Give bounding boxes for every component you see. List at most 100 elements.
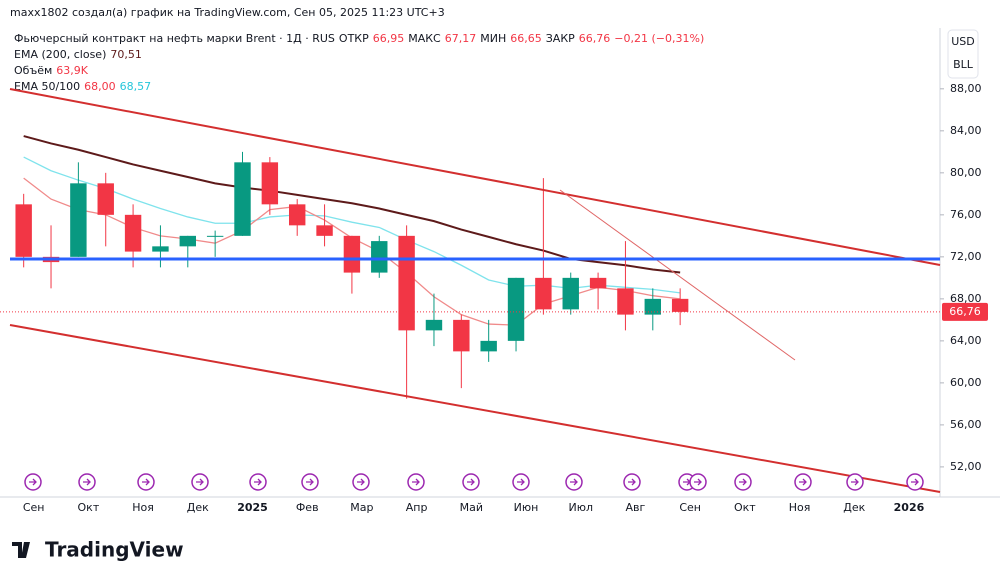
last-price-label: 66,76 <box>949 305 981 318</box>
x-tick-label: Апр <box>406 501 428 514</box>
event-arrow <box>412 478 420 486</box>
legend-item: 63,9K <box>56 64 88 77</box>
legend-item: −0,21 (−0,31%) <box>614 32 704 45</box>
currency[interactable]: USD <box>951 35 975 48</box>
event-arrow <box>357 478 365 486</box>
y-tick-label: 64,00 <box>950 334 982 347</box>
legend-item: EMA 50/100 <box>14 80 80 93</box>
legend-item: МИН <box>480 32 506 45</box>
y-tick-label: 84,00 <box>950 124 982 137</box>
legend-item: EMA (200, close) <box>14 48 106 61</box>
legend-item: ЗАКР <box>546 32 575 45</box>
event-arrow <box>196 478 204 486</box>
legend-item: 66,95 <box>373 32 405 45</box>
candle-body <box>671 298 689 312</box>
event-arrow <box>799 478 807 486</box>
x-tick-label: 2026 <box>894 501 925 514</box>
y-tick-label: 68,00 <box>950 292 982 305</box>
candle-body <box>562 277 579 310</box>
event-arrow <box>628 478 636 486</box>
event-arrow <box>467 478 475 486</box>
legend-row: Фьючерсный контракт на нефть марки Brent… <box>14 32 704 45</box>
x-tick-label: Окт <box>734 501 756 514</box>
x-tick-label: Сен <box>679 501 701 514</box>
legend-item: МАКС <box>408 32 441 45</box>
currency-box[interactable] <box>947 29 979 79</box>
logo-icon <box>12 542 30 558</box>
x-tick-label: Май <box>460 501 483 514</box>
legend-item: 68,00 <box>84 80 116 93</box>
event-arrow <box>570 478 578 486</box>
event-arrow <box>517 478 525 486</box>
event-arrow <box>694 478 702 486</box>
x-tick-label: Дек <box>187 501 209 514</box>
candle-body <box>425 319 443 331</box>
x-tick-label: Июл <box>568 501 593 514</box>
caption: maxx1802 создал(а) график на TradingView… <box>10 6 445 19</box>
candle-body <box>124 214 142 252</box>
x-tick-label: Авг <box>626 501 646 514</box>
candle-body <box>97 183 114 215</box>
x-tick-label: Дек <box>843 501 865 514</box>
x-tick-label: Фев <box>296 501 319 514</box>
event-arrow <box>254 478 262 486</box>
y-tick-label: 88,00 <box>950 82 982 95</box>
y-tick-label: 52,00 <box>950 460 982 473</box>
legend-row: EMA (200, close) 70,51 <box>14 48 142 61</box>
legend-item: ОТКР <box>339 32 369 45</box>
legend-item: 66,76 <box>579 32 611 45</box>
y-tick-label: 76,00 <box>950 208 982 221</box>
candle-body <box>261 162 279 205</box>
x-tick-label: Ноя <box>132 501 154 514</box>
logo: TradingView <box>45 538 184 562</box>
event-arrow <box>83 478 91 486</box>
event-arrow <box>306 478 314 486</box>
legend-item: 67,17 <box>445 32 477 45</box>
candle-body <box>343 235 361 273</box>
last-price-box <box>942 302 988 321</box>
candle-body <box>70 183 87 257</box>
legend-item: 70,51 <box>110 48 142 61</box>
candle-body <box>617 288 634 315</box>
legend-item: 66,65 <box>510 32 542 45</box>
y-tick-label: 56,00 <box>950 418 982 431</box>
candle-body <box>644 298 661 315</box>
x-tick-label: Ноя <box>789 501 811 514</box>
trend-line <box>9 88 941 266</box>
candle-body <box>535 277 552 310</box>
legend-row: EMA 50/100 68,00 68,57 <box>14 80 151 93</box>
y-tick-label: 72,00 <box>950 250 982 263</box>
legend-item: 68,57 <box>120 80 152 93</box>
x-tick-label: Мар <box>350 501 373 514</box>
legend-item: Объём <box>14 64 52 77</box>
x-tick-label: Окт <box>78 501 100 514</box>
candle-body <box>589 277 607 289</box>
candle-body <box>152 246 169 252</box>
legend-row: Объём 63,9K <box>14 64 89 77</box>
event-arrow <box>29 478 37 486</box>
unit[interactable]: BLL <box>953 58 974 71</box>
legend-item: Фьючерсный контракт на нефть марки Brent… <box>14 32 335 45</box>
candle-body <box>234 162 251 236</box>
candle-body <box>206 235 224 237</box>
candle-body <box>371 241 388 273</box>
trend-line <box>9 324 941 493</box>
y-tick-label: 60,00 <box>950 376 982 389</box>
event-arrow <box>851 478 859 486</box>
candle-body <box>398 235 415 331</box>
candle-body <box>507 277 525 341</box>
candle-body <box>480 340 497 352</box>
x-tick-label: Сен <box>23 501 45 514</box>
candle-body <box>289 204 306 226</box>
candle-body <box>316 225 333 236</box>
legend: Фьючерсный контракт на нефть марки Brent… <box>14 32 704 93</box>
x-tick-label: 2025 <box>237 501 268 514</box>
y-tick-label: 80,00 <box>950 166 982 179</box>
candle-body <box>453 319 470 352</box>
event-arrow <box>739 478 747 486</box>
x-tick-label: Июн <box>514 501 539 514</box>
candle-body <box>15 204 32 257</box>
event-arrow <box>142 478 150 486</box>
